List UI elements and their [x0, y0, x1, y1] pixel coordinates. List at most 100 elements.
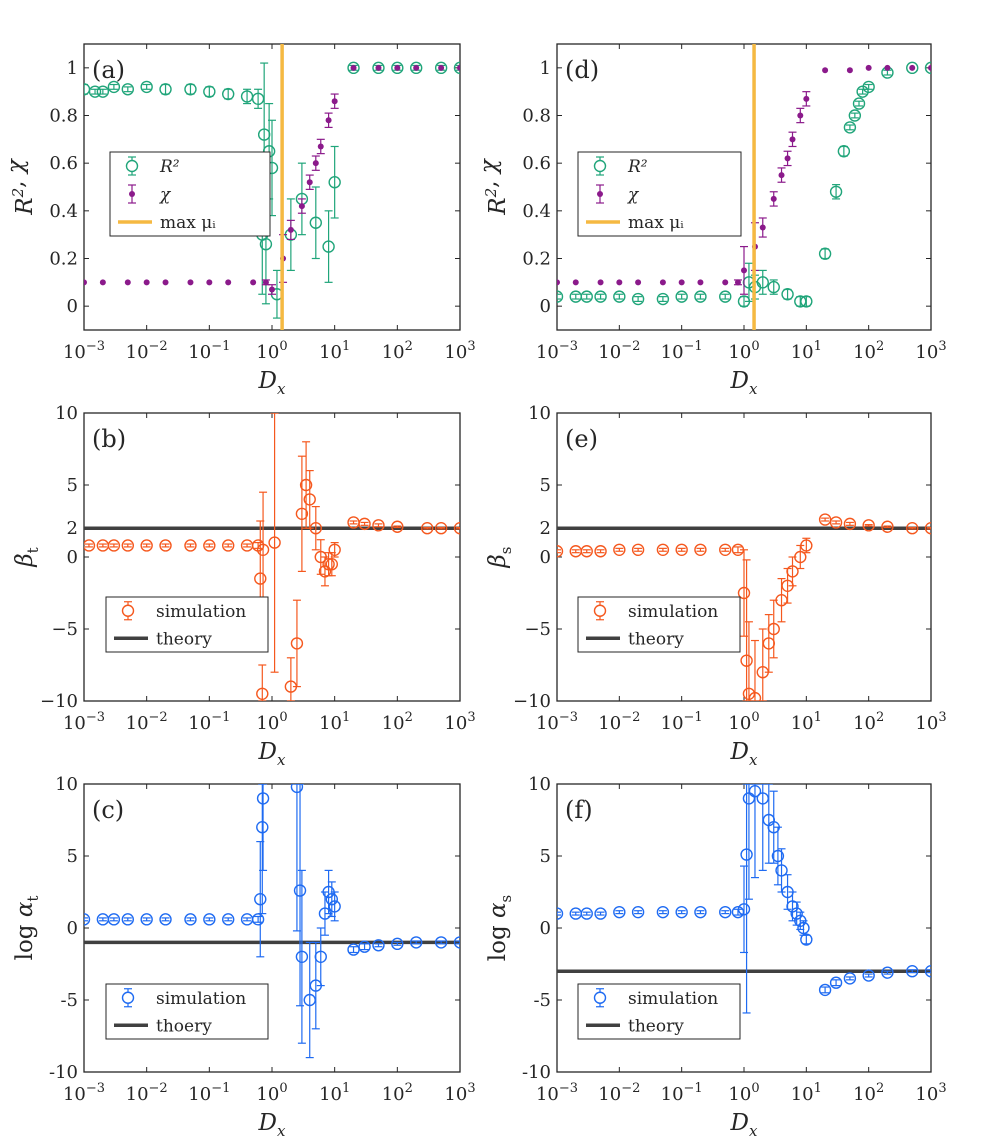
data-point — [203, 85, 216, 98]
x-tick-label: 103 — [444, 1081, 475, 1105]
x-tick-label: 10−2 — [126, 1081, 168, 1105]
x-tick-label: 101 — [319, 1081, 350, 1105]
data-point — [328, 900, 341, 913]
y-axis-label: log αs — [485, 895, 515, 962]
x-tick-label: 100 — [256, 710, 287, 734]
data-point — [800, 295, 813, 308]
data-point — [784, 155, 791, 162]
data-point — [818, 247, 832, 260]
data-point — [759, 224, 766, 231]
data-point — [107, 80, 121, 94]
legend-label: max μᵢ — [628, 213, 684, 233]
data-point — [881, 520, 894, 533]
data-point — [347, 61, 360, 75]
series-simulation — [557, 784, 931, 1014]
data-point — [325, 117, 332, 124]
data-point — [884, 64, 891, 71]
x-axis-label: Dx — [258, 739, 286, 769]
x-tick-label: 103 — [444, 339, 475, 363]
data-point — [737, 586, 751, 600]
y-tick-label: 0.6 — [522, 153, 551, 174]
data-point — [318, 565, 332, 578]
x-tick-label: 103 — [444, 710, 475, 734]
data-point — [290, 637, 304, 650]
x-tick-label: 101 — [791, 710, 822, 734]
y-tick-label: 5 — [540, 846, 551, 867]
legend-label: theory — [628, 629, 684, 649]
data-point — [722, 279, 729, 286]
legend-label: theory — [628, 1016, 684, 1036]
x-tick-label: 100 — [256, 339, 287, 363]
data-point — [457, 64, 460, 71]
data-point — [143, 279, 150, 286]
panel-a: 10−3 10−2 10−1 100 101 102 103 0 0.2 0.4 0.6 0.8 1 Dx… — [3, 43, 476, 398]
data-point — [775, 864, 788, 877]
data-point — [924, 61, 931, 75]
legend-label: max μᵢ — [160, 213, 216, 233]
x-tick-label: 100 — [728, 710, 759, 734]
data-point — [121, 539, 135, 552]
data-point — [771, 849, 785, 863]
data-point — [99, 279, 106, 286]
x-tick-label: 10−3 — [536, 1081, 578, 1105]
data-point — [865, 64, 872, 71]
y-axis-label: R2, χ — [3, 157, 38, 216]
legend-marker — [593, 991, 607, 1004]
data-point — [740, 654, 753, 667]
data-point — [140, 539, 153, 552]
data-point — [767, 280, 780, 294]
legend: simulation theory — [105, 596, 269, 653]
legend-label: simulation — [628, 602, 718, 622]
panel-f: 10−3 10−2 10−1 100 101 102 103 -10 -5 0 5 10 Dx log α… — [485, 774, 947, 1140]
x-tick-label: 100 — [728, 339, 759, 363]
y-tick-label: 0.8 — [49, 106, 78, 127]
data-point — [159, 913, 172, 926]
data-point — [256, 543, 270, 556]
y-tick-label: -10 — [522, 1062, 551, 1083]
data-point — [159, 539, 172, 552]
data-point — [719, 543, 732, 556]
data-point — [295, 507, 309, 520]
y-tick-label: -5 — [60, 990, 78, 1011]
legend-marker — [125, 159, 139, 173]
data-point — [256, 687, 269, 700]
data-point — [256, 792, 270, 805]
legend-box — [577, 596, 741, 653]
x-tick-label: 101 — [791, 339, 822, 363]
data-point — [719, 905, 732, 919]
data-point — [322, 558, 335, 571]
data-point — [290, 784, 304, 794]
data-point — [789, 136, 796, 143]
panel-d: 10−3 10−2 10−1 100 101 102 103 0 0.2 0.4 0.6 0.8 1 Dx… — [476, 43, 947, 398]
data-point — [184, 913, 197, 926]
data-point — [786, 900, 799, 913]
data-point — [852, 97, 866, 110]
y-tick-label: 1 — [67, 58, 78, 79]
data-point — [293, 884, 307, 897]
data-layer — [557, 784, 931, 1014]
data-point — [580, 545, 593, 558]
y-tick-label: 0.2 — [49, 249, 78, 270]
series-R² — [84, 61, 460, 319]
data-point — [631, 292, 645, 306]
data-point — [846, 67, 853, 74]
x-tick-label: 10−3 — [63, 1081, 105, 1105]
data-point — [298, 203, 305, 210]
data-point — [184, 539, 197, 552]
legend-box — [105, 596, 269, 653]
data-point — [262, 279, 269, 286]
data-point — [372, 61, 385, 75]
data-point — [438, 64, 445, 71]
panel-label: (a) — [92, 56, 125, 84]
data-point — [800, 539, 813, 552]
data-point — [843, 121, 857, 134]
x-tick-label: 102 — [853, 1081, 884, 1105]
data-point — [748, 785, 762, 798]
data-point — [719, 290, 732, 303]
y-tick-label: 0 — [67, 547, 78, 568]
x-tick-label: 10−3 — [536, 339, 578, 363]
data-point — [734, 279, 741, 286]
data-point — [770, 195, 777, 202]
panel-label: (c) — [92, 796, 124, 824]
data-point — [741, 267, 747, 274]
